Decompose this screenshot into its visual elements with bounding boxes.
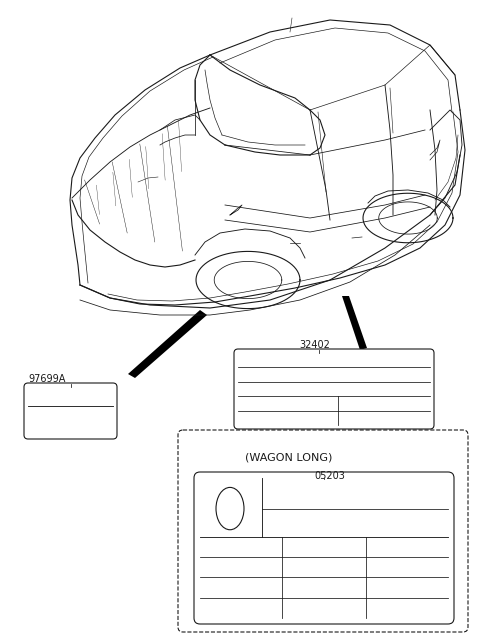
FancyBboxPatch shape [194,472,454,624]
Polygon shape [342,296,367,350]
FancyBboxPatch shape [24,383,117,439]
Text: 05203: 05203 [314,471,346,481]
Text: (WAGON LONG): (WAGON LONG) [245,453,332,463]
Polygon shape [128,310,207,378]
Text: 97699A: 97699A [28,374,65,384]
FancyBboxPatch shape [178,430,468,632]
FancyBboxPatch shape [234,349,434,429]
Text: 32402: 32402 [300,340,330,350]
